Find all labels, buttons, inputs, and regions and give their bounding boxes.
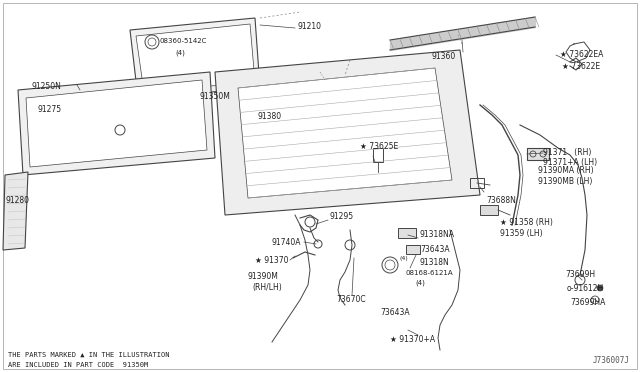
Polygon shape: [18, 72, 215, 175]
Bar: [470, 178, 484, 188]
Text: (4): (4): [415, 280, 425, 286]
Text: 91275: 91275: [38, 105, 62, 114]
Text: 91371   (RH): 91371 (RH): [543, 148, 591, 157]
Text: ★ 91370+A: ★ 91370+A: [390, 335, 435, 344]
Bar: [480, 205, 498, 215]
Text: 73699HA: 73699HA: [570, 298, 605, 307]
Text: 91350M: 91350M: [200, 92, 231, 101]
Text: ★ 91370: ★ 91370: [255, 256, 289, 265]
Text: (RH/LH): (RH/LH): [252, 283, 282, 292]
Text: 08168-6121A: 08168-6121A: [405, 270, 452, 276]
Text: 91371+A (LH): 91371+A (LH): [543, 158, 597, 167]
Text: 73643A: 73643A: [420, 245, 450, 254]
Text: 91318N: 91318N: [420, 258, 450, 267]
Text: J736007J: J736007J: [593, 356, 630, 365]
Text: 73688N: 73688N: [486, 196, 516, 205]
Text: (4): (4): [400, 256, 409, 261]
Polygon shape: [136, 24, 255, 92]
Polygon shape: [26, 80, 207, 167]
Text: 91380: 91380: [258, 112, 282, 121]
Text: 73699H: 73699H: [565, 270, 595, 279]
Text: 91250N: 91250N: [32, 82, 62, 91]
Text: 91280: 91280: [5, 196, 29, 205]
Text: o-91612H: o-91612H: [567, 284, 604, 293]
Text: 91390MA (RH): 91390MA (RH): [538, 166, 594, 175]
Text: 91740A: 91740A: [272, 238, 301, 247]
Polygon shape: [130, 18, 260, 98]
Text: (4): (4): [175, 49, 185, 55]
Text: THE PARTS MARKED ▲ IN THE ILLUSTRATION: THE PARTS MARKED ▲ IN THE ILLUSTRATION: [8, 352, 170, 358]
Text: 91390M: 91390M: [248, 272, 279, 281]
Text: 08360-5142C: 08360-5142C: [160, 38, 207, 44]
Text: ★ 73625E: ★ 73625E: [360, 142, 398, 151]
Text: 91318NA: 91318NA: [420, 230, 455, 239]
Text: 91210: 91210: [297, 22, 321, 31]
Polygon shape: [3, 172, 28, 250]
Text: ★ 73622EA: ★ 73622EA: [560, 50, 604, 59]
Bar: [527, 148, 549, 160]
Bar: [406, 245, 420, 254]
Polygon shape: [215, 50, 480, 215]
Text: 73643A: 73643A: [380, 308, 410, 317]
Ellipse shape: [597, 285, 603, 291]
Text: ★ 91358 (RH): ★ 91358 (RH): [500, 218, 553, 227]
Text: ★ 73622E: ★ 73622E: [562, 62, 600, 71]
Text: 91390MB (LH): 91390MB (LH): [538, 177, 593, 186]
Text: 91295: 91295: [330, 212, 354, 221]
Text: 91359 (LH): 91359 (LH): [500, 229, 543, 238]
Text: 73670C: 73670C: [336, 295, 365, 304]
Text: 91360: 91360: [432, 52, 456, 61]
Polygon shape: [238, 68, 452, 198]
Bar: [398, 228, 416, 238]
Bar: [373, 148, 383, 162]
Text: ARE INCLUDED IN PART CODE  91350M: ARE INCLUDED IN PART CODE 91350M: [8, 362, 148, 368]
